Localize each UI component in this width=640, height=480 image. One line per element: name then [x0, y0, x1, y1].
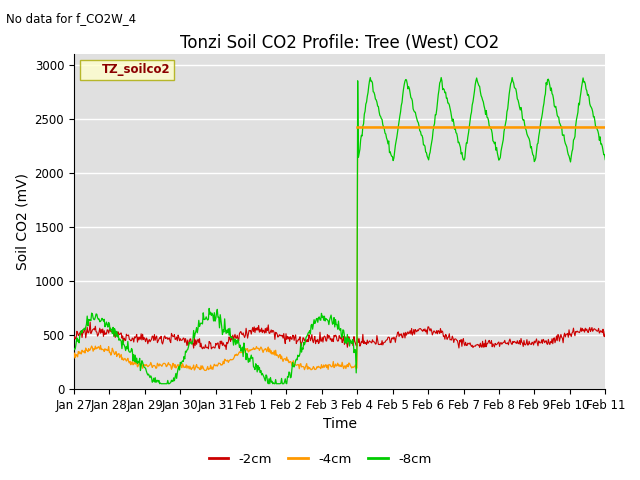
Y-axis label: Soil CO2 (mV): Soil CO2 (mV)	[15, 173, 29, 270]
Text: No data for f_CO2W_4: No data for f_CO2W_4	[6, 12, 136, 25]
X-axis label: Time: Time	[323, 418, 356, 432]
Legend: TZ_soilco2: TZ_soilco2	[80, 60, 175, 80]
Title: Tonzi Soil CO2 Profile: Tree (West) CO2: Tonzi Soil CO2 Profile: Tree (West) CO2	[180, 34, 499, 52]
Legend: -2cm, -4cm, -8cm: -2cm, -4cm, -8cm	[204, 447, 436, 471]
